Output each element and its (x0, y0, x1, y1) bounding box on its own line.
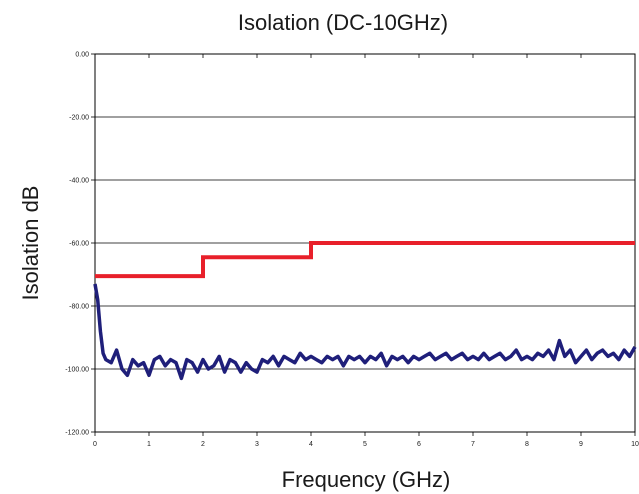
series-group (93, 241, 637, 381)
x-tick-label: 10 (631, 441, 639, 448)
x-axis-label: Frequency (GHz) (282, 467, 451, 492)
x-tick-label: 0 (93, 441, 97, 448)
y-tick-label: -120.00 (65, 430, 89, 437)
y-tick-label: 0.00 (75, 52, 89, 59)
y-tick-label: -100.00 (65, 367, 89, 374)
x-tick-label: 9 (579, 441, 583, 448)
x-tick-label: 6 (417, 441, 421, 448)
x-tick-label: 3 (255, 441, 259, 448)
x-tick-label: 2 (201, 441, 205, 448)
x-tick-label: 4 (309, 441, 313, 448)
y-axis-label: Isolation dB (18, 186, 43, 301)
y-axis-ticks: 0.00 -20.00 -40.00 -60.00 -80.00 -100.00 -120.… (65, 52, 95, 437)
x-axis-ticks: 0 1 2 3 4 5 6 7 8 9 10 (93, 54, 639, 448)
x-tick-label: 5 (363, 441, 367, 448)
y-tick-label: -40.00 (69, 178, 89, 185)
x-tick-label: 7 (471, 441, 475, 448)
measured-isolation-line (93, 283, 637, 381)
y-tick-label: -20.00 (69, 115, 89, 122)
chart-title: Isolation (DC-10GHz) (238, 10, 448, 35)
y-tick-label: -60.00 (69, 241, 89, 248)
x-tick-label: 8 (525, 441, 529, 448)
spec-limit-line (95, 241, 635, 279)
x-tick-label: 1 (147, 441, 151, 448)
y-tick-label: -80.00 (69, 304, 89, 311)
